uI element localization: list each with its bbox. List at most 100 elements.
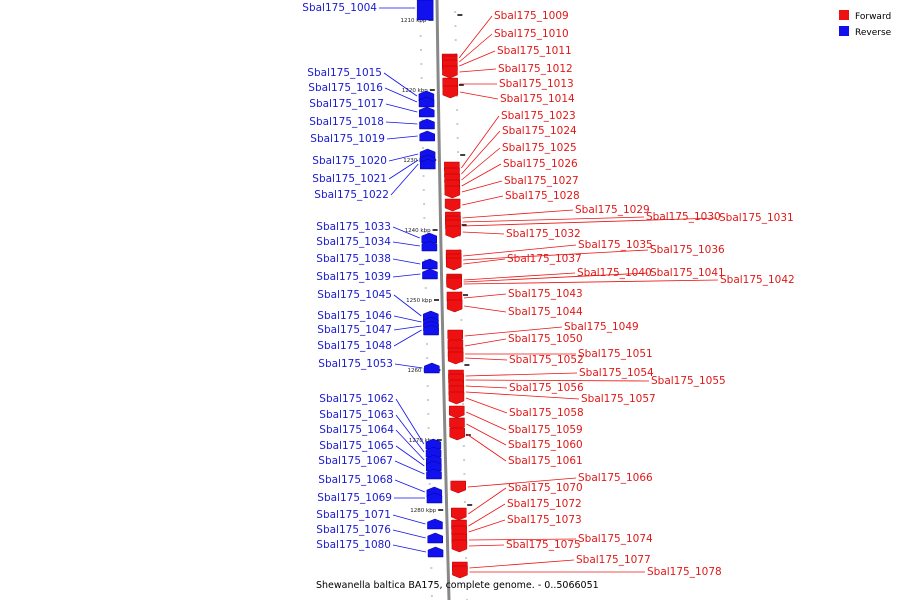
reverse-gene-label[interactable]: Sbal175_1048	[317, 340, 392, 352]
forward-gene-label[interactable]: Sbal175_1030	[646, 211, 721, 223]
reverse-gene-label[interactable]: Sbal175_1017	[309, 98, 384, 110]
forward-gene-label[interactable]: Sbal175_1055	[651, 375, 726, 387]
forward-gene-label[interactable]: Sbal175_1043	[508, 288, 583, 300]
forward-gene-label[interactable]: Sbal175_1058	[509, 407, 584, 419]
reverse-gene-label[interactable]: Sbal175_1039	[316, 271, 391, 283]
forward-gene-label[interactable]: Sbal175_1028	[505, 190, 580, 202]
reverse-gene-sbal175-1080[interactable]	[427, 546, 444, 558]
reverse-gene-sbal175-1017[interactable]	[418, 106, 435, 118]
forward-gene-label[interactable]: Sbal175_1024	[502, 125, 577, 137]
reverse-gene-label[interactable]: Sbal175_1018	[309, 116, 384, 128]
reverse-gene-sbal175-1067[interactable]	[426, 468, 442, 480]
forward-gene-label[interactable]: Sbal175_1011	[497, 45, 572, 57]
reverse-gene-label[interactable]: Sbal175_1021	[312, 173, 387, 185]
forward-gene-label[interactable]: Sbal175_1052	[509, 354, 584, 366]
forward-gene-label[interactable]: Sbal175_1013	[499, 78, 574, 90]
forward-gene-sbal175-1058[interactable]	[448, 391, 465, 405]
reverse-gene-label[interactable]: Sbal175_1067	[318, 455, 393, 467]
forward-gene-label[interactable]: Sbal175_1059	[508, 424, 583, 436]
forward-gene-label[interactable]: Sbal175_1049	[564, 321, 639, 333]
forward-gene-label[interactable]: Sbal175_1073	[507, 514, 582, 526]
forward-gene-sbal175-1078[interactable]	[452, 565, 468, 579]
forward-gene-sbal175-1052[interactable]	[447, 351, 464, 365]
reverse-gene-label[interactable]: Sbal175_1063	[319, 409, 394, 421]
reverse-gene-label[interactable]: Sbal175_1015	[307, 67, 382, 79]
forward-gene-label[interactable]: Sbal175_1040	[577, 267, 652, 279]
forward-gene-label[interactable]: Sbal175_1051	[578, 348, 653, 360]
forward-gene-sbal175-1037[interactable]	[446, 257, 462, 271]
reverse-gene-sbal175-1076[interactable]	[427, 532, 444, 544]
reverse-gene-label[interactable]: Sbal175_1046	[317, 310, 392, 322]
forward-gene-sbal175-1070[interactable]	[451, 507, 467, 521]
forward-gene-label[interactable]: Sbal175_1027	[504, 175, 579, 187]
reverse-gene-label[interactable]: Sbal175_1047	[317, 324, 392, 336]
reverse-gene-label[interactable]: Sbal175_1034	[316, 236, 391, 248]
forward-gene-label[interactable]: Sbal175_1035	[578, 239, 653, 251]
reverse-gene-label[interactable]: Sbal175_1016	[308, 82, 383, 94]
forward-gene-label[interactable]: Sbal175_1014	[500, 93, 575, 105]
forward-gene-sbal175-1075[interactable]	[451, 539, 468, 553]
forward-gene-label[interactable]: Sbal175_1078	[647, 566, 722, 578]
reverse-gene-sbal175-1069[interactable]	[426, 492, 443, 504]
reverse-gene-label[interactable]: Sbal175_1004	[302, 2, 377, 14]
forward-gene-label[interactable]: Sbal175_1057	[581, 393, 656, 405]
forward-gene-sbal175-1012[interactable]	[442, 65, 458, 79]
forward-gene-label[interactable]: Sbal175_1056	[509, 382, 584, 394]
forward-gene-sbal175-1044[interactable]	[446, 299, 463, 313]
reverse-gene-label[interactable]: Sbal175_1053	[318, 358, 393, 370]
reverse-gene-sbal175-1071[interactable]	[427, 518, 443, 530]
reverse-gene-sbal175-1034[interactable]	[421, 240, 438, 252]
forward-gene-sbal175-1027[interactable]	[444, 185, 461, 199]
forward-gene-sbal175-1014[interactable]	[442, 85, 459, 99]
forward-gene-label[interactable]: Sbal175_1036	[650, 244, 725, 256]
reverse-gene-label[interactable]: Sbal175_1022	[314, 189, 389, 201]
forward-gene-label[interactable]: Sbal175_1054	[579, 367, 654, 379]
reverse-gene-label[interactable]: Sbal175_1033	[316, 221, 391, 233]
reverse-gene-label[interactable]: Sbal175_1064	[319, 424, 394, 436]
forward-gene-label[interactable]: Sbal175_1031	[719, 212, 794, 224]
forward-gene-label[interactable]: Sbal175_1037	[507, 253, 582, 265]
reverse-gene-label[interactable]: Sbal175_1071	[316, 509, 391, 521]
forward-gene-label[interactable]: Sbal175_1060	[508, 439, 583, 451]
reverse-gene-sbal175-1018[interactable]	[419, 118, 435, 130]
reverse-gene-label[interactable]: Sbal175_1045	[317, 289, 392, 301]
forward-gene-label[interactable]: Sbal175_1070	[508, 482, 583, 494]
reverse-gene-label[interactable]: Sbal175_1080	[316, 539, 391, 551]
forward-gene-label[interactable]: Sbal175_1041	[650, 267, 725, 279]
reverse-gene-label[interactable]: Sbal175_1068	[318, 474, 393, 486]
forward-gene-label[interactable]: Sbal175_1044	[508, 306, 583, 318]
forward-gene-label[interactable]: Sbal175_1010	[494, 28, 569, 40]
reverse-gene-sbal175-1019[interactable]	[419, 130, 435, 142]
forward-gene-label[interactable]: Sbal175_1023	[501, 110, 576, 122]
forward-gene-label[interactable]: Sbal175_1029	[575, 204, 650, 216]
forward-gene-label[interactable]: Sbal175_1061	[508, 455, 583, 467]
reverse-gene-label[interactable]: Sbal175_1038	[316, 253, 391, 265]
reverse-gene-label[interactable]: Sbal175_1062	[319, 393, 394, 405]
forward-gene-sbal175-1042[interactable]	[446, 277, 462, 291]
reverse-gene-sbal175-1048[interactable]	[423, 324, 439, 336]
reverse-gene-sbal175-1053[interactable]	[424, 362, 440, 374]
reverse-gene-label[interactable]: Sbal175_1020	[312, 155, 387, 167]
forward-gene-label[interactable]: Sbal175_1026	[503, 158, 578, 170]
forward-gene-sbal175-1066[interactable]	[450, 480, 466, 494]
reverse-gene-label[interactable]: Sbal175_1065	[319, 440, 394, 452]
forward-gene-label[interactable]: Sbal175_1074	[578, 533, 653, 545]
forward-gene-label[interactable]: Sbal175_1009	[494, 10, 569, 22]
forward-gene-label[interactable]: Sbal175_1050	[508, 333, 583, 345]
reverse-gene-sbal175-1016[interactable]	[418, 96, 435, 108]
reverse-gene-sbal175-1039[interactable]	[422, 268, 438, 280]
reverse-gene-sbal175-1004[interactable]	[416, 0, 434, 21]
forward-gene-sbal175-1061[interactable]	[449, 427, 465, 441]
reverse-gene-sbal175-1038[interactable]	[422, 258, 438, 270]
forward-gene-label[interactable]: Sbal175_1025	[502, 142, 577, 154]
forward-gene-label[interactable]: Sbal175_1072	[507, 498, 582, 510]
reverse-gene-sbal175-1022[interactable]	[420, 158, 436, 170]
forward-gene-sbal175-1032[interactable]	[445, 225, 461, 239]
forward-gene-label[interactable]: Sbal175_1012	[498, 63, 573, 75]
forward-gene-label[interactable]: Sbal175_1075	[506, 539, 581, 551]
forward-gene-label[interactable]: Sbal175_1077	[576, 554, 651, 566]
reverse-gene-label[interactable]: Sbal175_1076	[316, 524, 391, 536]
forward-gene-label[interactable]: Sbal175_1032	[506, 228, 581, 240]
forward-gene-label[interactable]: Sbal175_1042	[720, 274, 795, 286]
forward-gene-label[interactable]: Sbal175_1066	[578, 472, 653, 484]
